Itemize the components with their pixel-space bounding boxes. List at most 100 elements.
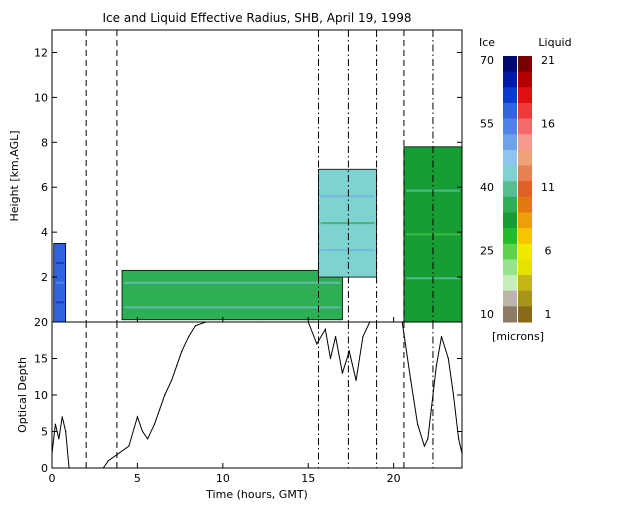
colorbar-ice-tick: 40 — [480, 181, 494, 194]
colorbar-ice-swatch — [503, 181, 517, 198]
colorbar-ice-swatch — [503, 149, 517, 167]
optical-depth-point — [153, 423, 156, 425]
optical-depth-point — [188, 336, 190, 338]
colorbar-liquid-title: Liquid — [538, 36, 571, 49]
colorbar-liquid-tick: 11 — [541, 181, 555, 194]
optical-depth-point — [141, 430, 144, 433]
colorbar-ice-swatch — [503, 290, 517, 307]
colorbar-ice-swatch — [503, 56, 517, 73]
y-tick-label-bottom: 10 — [34, 389, 48, 402]
colorbar-ice-title: Ice — [479, 36, 495, 49]
optical-depth-point — [416, 423, 419, 425]
colorbar-ice-tick: 70 — [480, 54, 494, 67]
optical-depth-point — [107, 460, 109, 462]
optical-depth-frame — [51, 321, 463, 469]
optical-depth-point — [341, 372, 344, 374]
optical-depth-point — [362, 336, 364, 338]
colorbar-ice-swatch — [503, 243, 517, 260]
y-tick-label-bottom: 15 — [34, 353, 48, 366]
optical-depth-point — [147, 438, 149, 440]
colorbar-ice-swatch — [503, 196, 517, 213]
colorbar-ice-tick: 55 — [480, 118, 494, 131]
optical-depth-point — [457, 438, 460, 440]
optical-depth-point — [68, 467, 70, 469]
optical-depth-point — [348, 350, 350, 352]
optical-depth-series-1 — [51, 416, 70, 469]
colorbar-liquid-tick: 16 — [541, 118, 555, 131]
colorbar-ice-swatch — [503, 212, 517, 229]
optical-depth-point — [256, 321, 258, 323]
chart-title: Ice and Liquid Effective Radius, SHB, Ap… — [103, 11, 412, 25]
colorbar-liquid-swatch — [518, 149, 532, 167]
optical-depth-point — [440, 336, 443, 338]
colorbar-ice-swatch — [503, 102, 517, 120]
y-tick-label-top: 2 — [41, 271, 48, 284]
optical-depth-point — [461, 452, 463, 454]
y-tick-label-top: 12 — [34, 46, 48, 59]
x-tick-label: 5 — [134, 472, 141, 485]
y-axis-label-bottom: Optical Depth — [16, 357, 29, 433]
colorbar-liquid-swatch — [518, 243, 532, 260]
colorbar-liquid-swatch — [518, 165, 532, 182]
colorbar-liquid-swatch — [518, 56, 532, 73]
optical-depth-point — [102, 467, 104, 469]
colorbar-ice-swatch — [503, 87, 517, 104]
colorbar-liquid-swatch — [518, 102, 532, 120]
colorbar-liquid-swatch — [518, 259, 532, 276]
x-tick-label: 10 — [216, 472, 230, 485]
optical-depth-point — [334, 336, 337, 338]
optical-depth-point — [430, 409, 432, 411]
colorbar-liquid-swatch — [518, 212, 532, 229]
colorbar-liquid-swatch — [518, 87, 532, 104]
optical-depth-point — [427, 438, 429, 440]
colorbar-liquid-swatch — [518, 290, 532, 307]
colorbar-liquid-swatch — [518, 181, 532, 198]
optical-depth-point — [435, 365, 437, 367]
colorbar-ice-swatch — [503, 134, 517, 151]
colorbar-ice-swatch — [503, 275, 517, 292]
optical-depth-point — [324, 328, 326, 330]
optical-depth-point — [54, 423, 57, 425]
optical-depth-point — [452, 394, 455, 396]
optical-depth-point — [316, 343, 318, 345]
optical-depth-series-2 — [102, 321, 377, 469]
colorbar-liquid-swatch — [518, 275, 532, 292]
optical-depth-point — [164, 394, 166, 396]
optical-depth-point — [159, 409, 161, 411]
y-tick-label-bottom: 5 — [41, 426, 48, 439]
optical-depth-point — [181, 350, 183, 352]
colorbar-ice-swatch — [503, 259, 517, 276]
optical-depth-point — [423, 445, 426, 447]
colorbar-ice-swatch — [503, 228, 517, 245]
y-tick-label-top: 10 — [34, 91, 48, 104]
y-tick-label-top: 4 — [41, 226, 48, 239]
colorbar-ice-swatch — [503, 306, 517, 323]
x-axis-label: Time (hours, GMT) — [205, 488, 308, 501]
colorbar-liquid-swatch — [518, 228, 532, 245]
colorbar-ice-swatch — [503, 71, 517, 88]
colorbar-ice-tick: 10 — [480, 308, 494, 321]
optical-depth-point — [58, 438, 60, 440]
optical-depth-series-3 — [401, 321, 463, 454]
optical-depth-point — [401, 321, 403, 323]
colorbar-liquid-tick: 6 — [545, 245, 552, 258]
optical-depth-point — [410, 379, 412, 381]
optical-depth-point — [128, 445, 130, 447]
colorbar-liquid-swatch — [518, 306, 532, 323]
y-tick-label-top: 8 — [41, 136, 48, 149]
optical-depth-point — [176, 365, 178, 367]
y-axis-label-top: Height [km,AGL] — [8, 130, 21, 221]
colorbar-ice-swatch — [503, 165, 517, 182]
optical-depth-point — [355, 379, 357, 381]
x-tick-label: 0 — [49, 472, 56, 485]
y-tick-label-bottom: 0 — [41, 462, 48, 475]
cloud-layers — [53, 146, 463, 323]
optical-depth-point — [61, 416, 63, 418]
colorbar-units: [microns] — [492, 330, 544, 343]
colorbar-liquid-tick: 21 — [541, 54, 555, 67]
optical-depth-point — [170, 379, 173, 381]
colorbar-liquid-swatch — [518, 196, 532, 213]
optical-depth-point — [194, 325, 197, 327]
y-tick-label-bottom: 20 — [34, 316, 48, 329]
